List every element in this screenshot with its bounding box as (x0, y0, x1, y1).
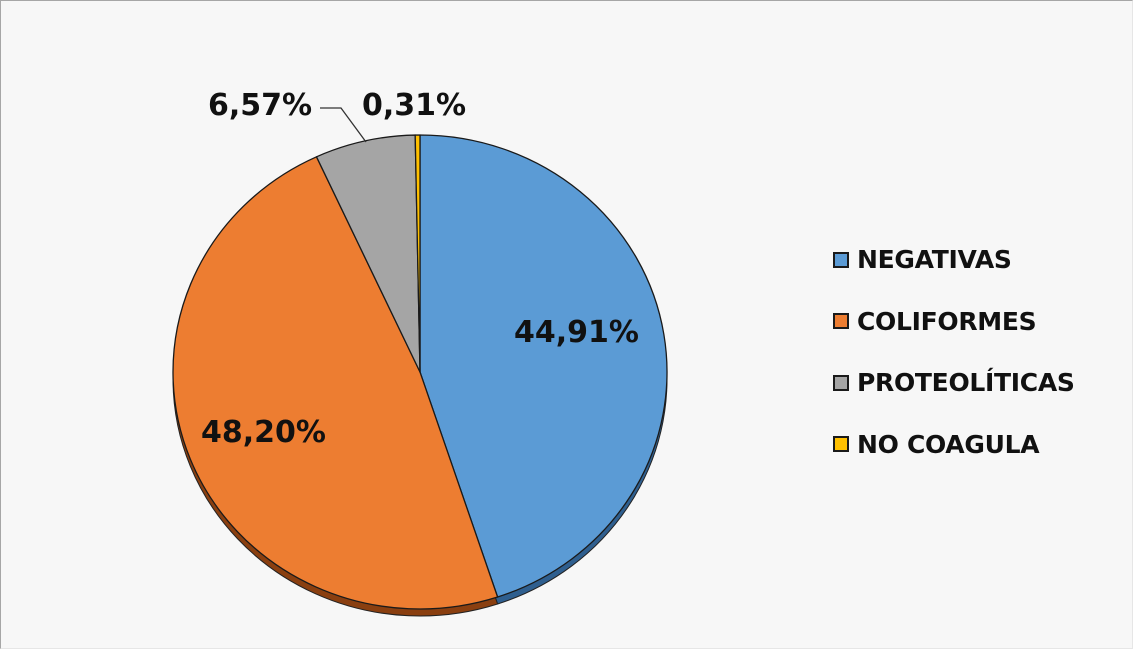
pie-slices (172, 134, 668, 610)
label-negativas: 44,91% (514, 315, 639, 350)
label-no-coagula: 0,31% (362, 88, 466, 123)
legend-swatch-negativas (833, 251, 849, 268)
legend-swatch-proteoliticas (833, 374, 849, 391)
legend-item-proteoliticas: PROTEOLÍTICAS (833, 352, 1075, 414)
legend-label: NEGATIVAS (857, 245, 1012, 275)
legend-label: PROTEOLÍTICAS (857, 368, 1075, 398)
label-coliformes: 48,20% (201, 415, 326, 450)
legend-item-negativas: NEGATIVAS (833, 229, 1075, 291)
legend-label: COLIFORMES (857, 306, 1037, 336)
legend-item-no-coagula: NO COAGULA (833, 414, 1075, 476)
legend-item-coliformes: COLIFORMES (833, 291, 1075, 353)
pie-slice-coliformes (172, 156, 499, 610)
legend: NEGATIVAS COLIFORMES PROTEOLÍTICAS NO CO… (833, 229, 1075, 475)
legend-label: NO COAGULA (857, 429, 1040, 459)
leader-line (320, 107, 367, 143)
pie-slice-no-coagula (414, 134, 421, 373)
legend-swatch-coliformes (833, 313, 849, 330)
legend-swatch-no-coagula (833, 436, 849, 453)
label-proteoliticas: 6,57% (208, 88, 312, 123)
pie-slice-negativas (419, 134, 668, 598)
